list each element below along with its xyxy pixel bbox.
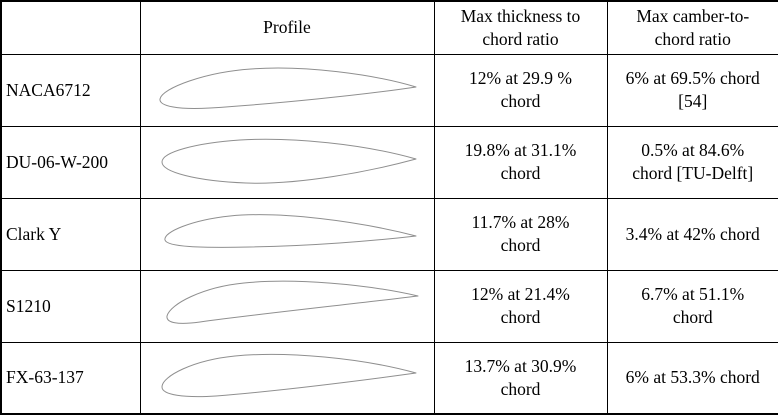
camber-value: 3.4% at 42% chord xyxy=(606,197,778,271)
header-camber-cell: Max camber-to- chord ratio xyxy=(606,0,778,55)
airfoil-outline xyxy=(164,214,417,248)
airfoil-name: S1210 xyxy=(0,269,141,343)
airfoil-outline xyxy=(161,138,417,184)
table-row-fx-63-137: FX-63-137 13.7% at 30.9% chord 6% at 53.… xyxy=(0,341,778,415)
thickness-value: 13.7% at 30.9% chord xyxy=(433,341,608,415)
airfoil-du-06-w-200-icon xyxy=(161,138,417,184)
airfoil-profile-drawing xyxy=(139,269,435,343)
thickness-value: 19.8% at 31.1% chord xyxy=(433,125,608,199)
header-name-cell xyxy=(0,0,141,55)
airfoil-profile-drawing xyxy=(139,197,435,271)
airfoil-outline xyxy=(161,353,417,397)
header-profile-cell: Profile xyxy=(139,0,435,55)
airfoil-name: Clark Y xyxy=(0,197,141,271)
airfoil-fx-63-137-icon xyxy=(161,353,417,397)
table-row-du-06-w-200: DU-06-W-200 19.8% at 31.1% chord 0.5% at… xyxy=(0,125,778,199)
airfoil-outline xyxy=(159,67,417,109)
airfoil-name: FX-63-137 xyxy=(0,341,141,415)
airfoil-profile-drawing xyxy=(139,341,435,415)
camber-value: 6% at 69.5% chord [54] xyxy=(606,53,778,127)
table-row-clark-y: Clark Y 11.7% at 28% chord 3.4% at 42% c… xyxy=(0,197,778,271)
thickness-value: 11.7% at 28% chord xyxy=(433,197,608,271)
airfoil-naca6712-icon xyxy=(159,67,417,109)
header-thickness-cell: Max thickness to chord ratio xyxy=(433,0,608,55)
airfoil-name: NACA6712 xyxy=(0,53,141,127)
camber-value: 0.5% at 84.6% chord [TU-Delft] xyxy=(606,125,778,199)
airfoil-name: DU-06-W-200 xyxy=(0,125,141,199)
camber-value: 6.7% at 51.1% chord xyxy=(606,269,778,343)
airfoil-profile-drawing xyxy=(139,53,435,127)
airfoil-outline xyxy=(166,280,419,324)
airfoil-s1210-icon xyxy=(166,280,419,324)
table-header-row: Profile Max thickness to chord ratio Max… xyxy=(0,0,778,55)
thickness-value: 12% at 21.4% chord xyxy=(433,269,608,343)
airfoil-clark-y-icon xyxy=(164,214,417,248)
thickness-value: 12% at 29.9 % chord xyxy=(433,53,608,127)
camber-value: 6% at 53.3% chord xyxy=(606,341,778,415)
table-row-naca6712: NACA6712 12% at 29.9 % chord 6% at 69.5%… xyxy=(0,53,778,127)
airfoil-profile-drawing xyxy=(139,125,435,199)
table-row-s1210: S1210 12% at 21.4% chord 6.7% at 51.1% c… xyxy=(0,269,778,343)
